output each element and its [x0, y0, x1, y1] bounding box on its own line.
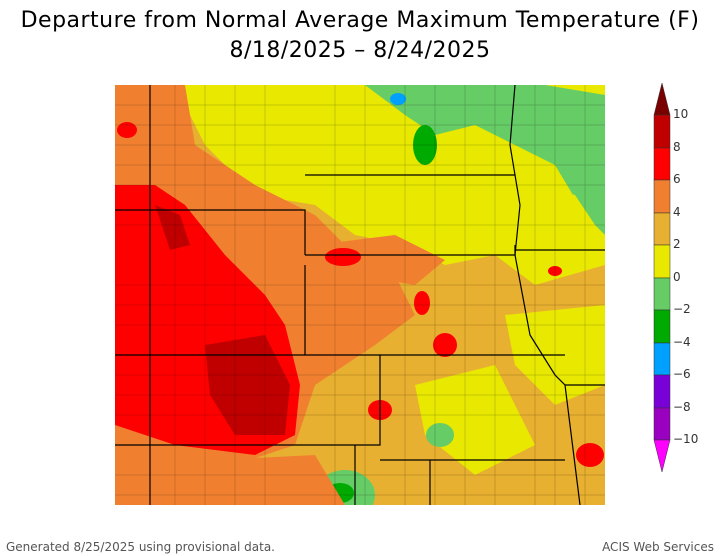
legend-label: 2 — [673, 237, 681, 251]
temperature-departure-map — [115, 85, 605, 505]
region-8-10 — [205, 335, 290, 435]
legend-swatch — [653, 342, 671, 376]
region-neg2-0 — [426, 423, 454, 447]
legend-swatch — [653, 277, 671, 311]
legend-label: −8 — [673, 400, 691, 414]
legend-label: −2 — [673, 302, 691, 316]
region-6-8 — [414, 291, 430, 315]
legend-swatch — [653, 309, 671, 344]
legend-label: 4 — [673, 205, 681, 219]
legend-label: 8 — [673, 140, 681, 154]
region-0-2 — [415, 365, 535, 475]
legend-label: −6 — [673, 367, 691, 381]
legend-swatch — [653, 244, 671, 279]
region-6-8 — [433, 333, 457, 357]
source-credit: ACIS Web Services — [602, 540, 714, 554]
legend-swatch — [653, 179, 671, 214]
date-range: 8/18/2025 – 8/24/2025 — [229, 38, 491, 63]
color-legend — [653, 82, 671, 473]
generated-note: Generated 8/25/2025 using provisional da… — [6, 540, 275, 554]
legend-swatch — [653, 147, 671, 181]
legend-label: 6 — [673, 172, 681, 186]
legend-arrow-below-neg10 — [653, 439, 671, 473]
region-4-6 — [115, 455, 345, 505]
region-8-10 — [155, 205, 190, 250]
region-6-8 — [576, 443, 604, 467]
legend-label: 10 — [673, 107, 689, 121]
region-6-8 — [117, 122, 137, 138]
legend-swatch — [653, 114, 671, 149]
region-0-2 — [535, 185, 605, 255]
region-6-8 — [325, 248, 361, 266]
legend-swatch — [653, 374, 671, 409]
legend-arrow-above-10 — [653, 82, 671, 116]
legend-label: −4 — [673, 335, 691, 349]
legend-label: −10 — [673, 432, 699, 446]
region-4-6 — [315, 235, 445, 285]
map-title: Departure from Normal Average Maximum Te… — [20, 8, 700, 33]
county-lines — [115, 85, 605, 505]
region-neg6-neg4 — [390, 93, 406, 105]
region-neg2-0 — [365, 85, 605, 235]
legend-label: 0 — [673, 270, 681, 284]
legend-swatch — [653, 212, 671, 246]
legend-swatch — [653, 407, 671, 441]
